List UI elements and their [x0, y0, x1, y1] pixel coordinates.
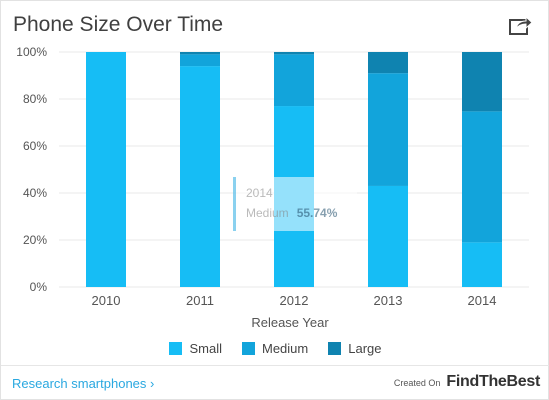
legend-swatch-large [328, 342, 342, 355]
x-tick-label: 2011 [186, 293, 214, 308]
bar-segment-small[interactable] [462, 242, 502, 287]
legend-swatch-small [169, 342, 183, 355]
legend-label-small: Small [189, 341, 222, 356]
research-smartphones-link[interactable]: Research smartphones › [12, 376, 155, 391]
credit: Created On FindTheBest [394, 373, 540, 391]
legend-label-large: Large [348, 341, 382, 356]
x-tick-label: 2012 [280, 293, 309, 308]
chart-legend: Small Medium Large [1, 341, 549, 356]
legend-item-small[interactable]: Small [169, 341, 222, 356]
legend-item-medium[interactable]: Medium [242, 341, 308, 356]
tooltip-series-row: Medium 55.74% [246, 203, 357, 223]
x-tick-label: 2014 [468, 293, 497, 308]
bar-segment-large[interactable] [274, 52, 314, 55]
bar-segment-medium[interactable] [368, 73, 408, 186]
tooltip-year: 2014 [246, 186, 273, 200]
bar-segment-small[interactable] [368, 185, 408, 287]
tooltip-value: 55.74% [296, 206, 338, 220]
y-tick-label: 40% [23, 186, 47, 200]
y-tick-label: 100% [16, 45, 47, 59]
x-axis-title: Release Year [251, 315, 329, 330]
y-tick-label: 60% [23, 139, 47, 153]
y-tick-label: 0% [30, 280, 48, 294]
x-tick-label: 2010 [92, 293, 121, 308]
stacked-bar-chart: 0% 20% 40% 60% 80% 100% 2010 2011 2012 2013 2014 Re… [16, 45, 529, 330]
bar-segment-medium[interactable] [462, 111, 502, 243]
bar-segment-medium[interactable] [180, 54, 220, 67]
y-tick-label: 20% [23, 233, 47, 247]
bar-segment-medium[interactable] [274, 54, 314, 107]
share-icon[interactable] [509, 13, 533, 35]
tooltip-series: Medium [246, 206, 289, 220]
chart-title: Phone Size Over Time [13, 13, 224, 36]
bar-segment-large[interactable] [180, 52, 220, 55]
legend-label-medium: Medium [262, 341, 309, 356]
bar-segment-small[interactable] [86, 52, 126, 287]
brand-logo[interactable]: FindTheBest [446, 373, 540, 390]
bar-segment-small[interactable] [180, 66, 220, 287]
y-tick-label: 80% [23, 92, 47, 106]
created-on-label: Created On [393, 378, 441, 388]
bar-segment-large[interactable] [462, 52, 502, 112]
x-tick-label: 2013 [374, 293, 403, 308]
hover-tooltip: 2014 Medium 55.74% [233, 177, 357, 231]
legend-swatch-medium [242, 342, 255, 355]
bar-segment-large[interactable] [368, 52, 408, 74]
legend-item-large[interactable]: Large [328, 341, 382, 356]
card-footer: Research smartphones › Created On FindTh… [1, 365, 549, 400]
